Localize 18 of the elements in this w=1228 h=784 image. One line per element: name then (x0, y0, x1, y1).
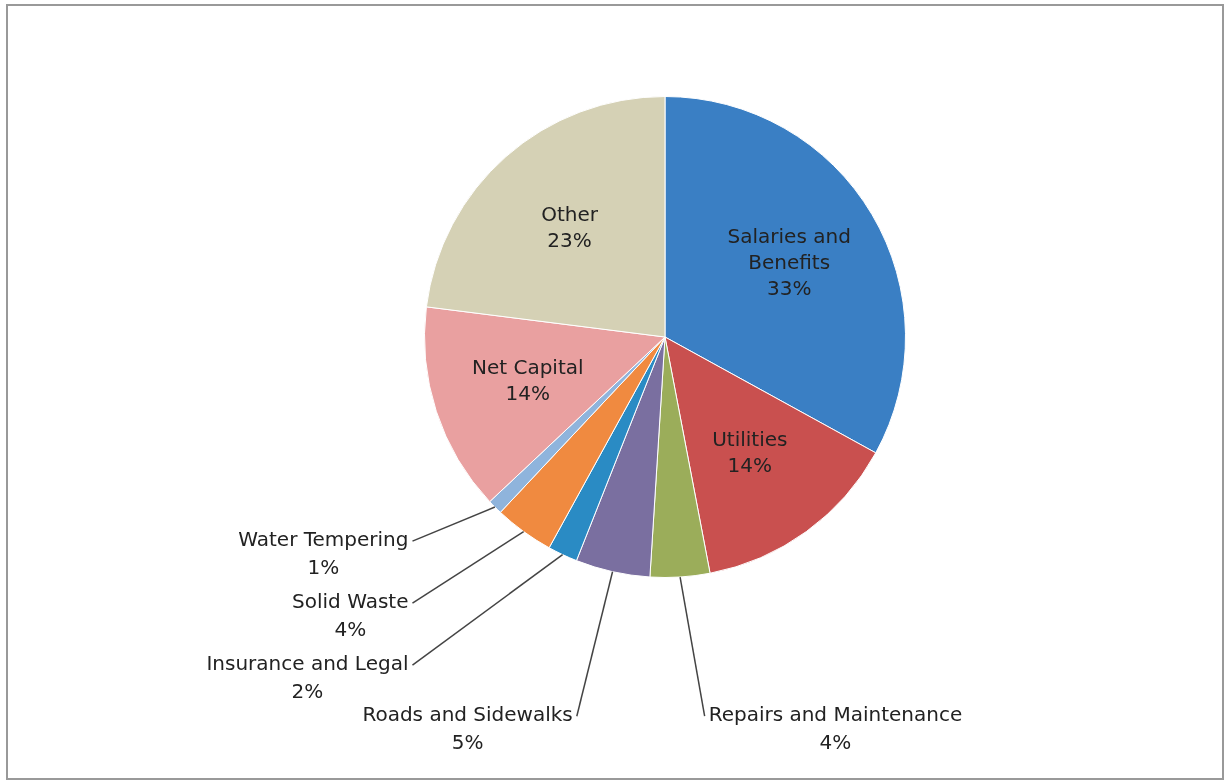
slice-label: Utilities (712, 426, 788, 451)
slice-label: Water Tempering (238, 527, 409, 552)
slice-label: Repairs and Maintenance (708, 702, 963, 727)
data-label: 33% (766, 275, 812, 300)
slice-label: Other (541, 201, 599, 226)
slice-label: Insurance and Legal (206, 651, 409, 676)
data-label: 14% (505, 380, 550, 405)
data-label: 5% (451, 730, 484, 755)
slice-label: Salaries and Benefits (727, 223, 851, 274)
data-label: 2% (291, 679, 324, 704)
data-label: 4% (819, 730, 852, 755)
slice-label: Net Capital (471, 354, 584, 379)
data-label: 14% (727, 452, 773, 477)
data-label: 1% (307, 555, 340, 580)
slice-label: Roads and Sidewalks (362, 702, 573, 727)
slice-label: Solid Waste (292, 589, 409, 614)
data-label: 23% (547, 227, 592, 252)
data-label: 4% (334, 617, 367, 642)
